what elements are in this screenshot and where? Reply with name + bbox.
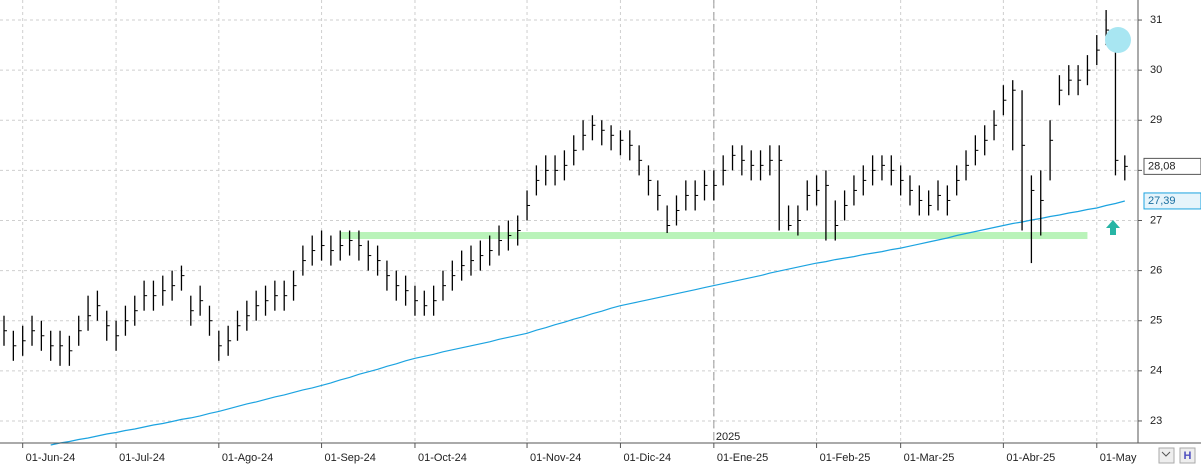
x-tick-label: 01-Ene-25	[717, 452, 768, 464]
year-label: 2025	[716, 431, 740, 443]
x-tick-label: 01-Jul-24	[119, 452, 165, 464]
icon	[1161, 451, 1171, 457]
price-label: 27,39	[1148, 195, 1176, 207]
price-label: 28,08	[1148, 160, 1176, 172]
x-tick-label: 01-Feb-25	[820, 452, 871, 464]
icon: H	[1184, 450, 1192, 462]
y-tick-label: 26	[1150, 265, 1162, 277]
x-tick-label: 01-Ago-24	[222, 452, 273, 464]
price-label-box	[1143, 192, 1201, 210]
x-tick-label: 01-Mar-25	[904, 452, 955, 464]
x-tick-label: 01-Oct-24	[418, 452, 467, 464]
y-tick-label: 23	[1150, 415, 1162, 427]
plot-area	[0, 0, 1138, 446]
x-tick-label: 01-Abr-25	[1006, 452, 1055, 464]
y-tick-label: 25	[1150, 315, 1162, 327]
up-arrow	[1106, 220, 1120, 235]
x-tick-label: 01-Nov-24	[530, 452, 581, 464]
x-tick-label: 01-Sep-24	[325, 452, 376, 464]
y-tick-label: 27	[1150, 214, 1162, 226]
y-tick-label: 31	[1150, 14, 1162, 26]
y-tick-label: 29	[1150, 114, 1162, 126]
x-tick-label: 01-Jun-24	[26, 452, 76, 464]
y-tick-label: 24	[1150, 365, 1162, 377]
x-tick-label: 01-Dic-24	[623, 452, 671, 464]
x-tick-label: 01-May	[1100, 452, 1137, 464]
moving-average-line	[50, 200, 1125, 446]
highlight-circle	[1105, 27, 1131, 53]
support-band	[340, 232, 1088, 240]
price-label-box	[1143, 157, 1201, 175]
toolbar-button[interactable]	[1179, 447, 1196, 464]
y-tick-label: 30	[1150, 64, 1162, 76]
